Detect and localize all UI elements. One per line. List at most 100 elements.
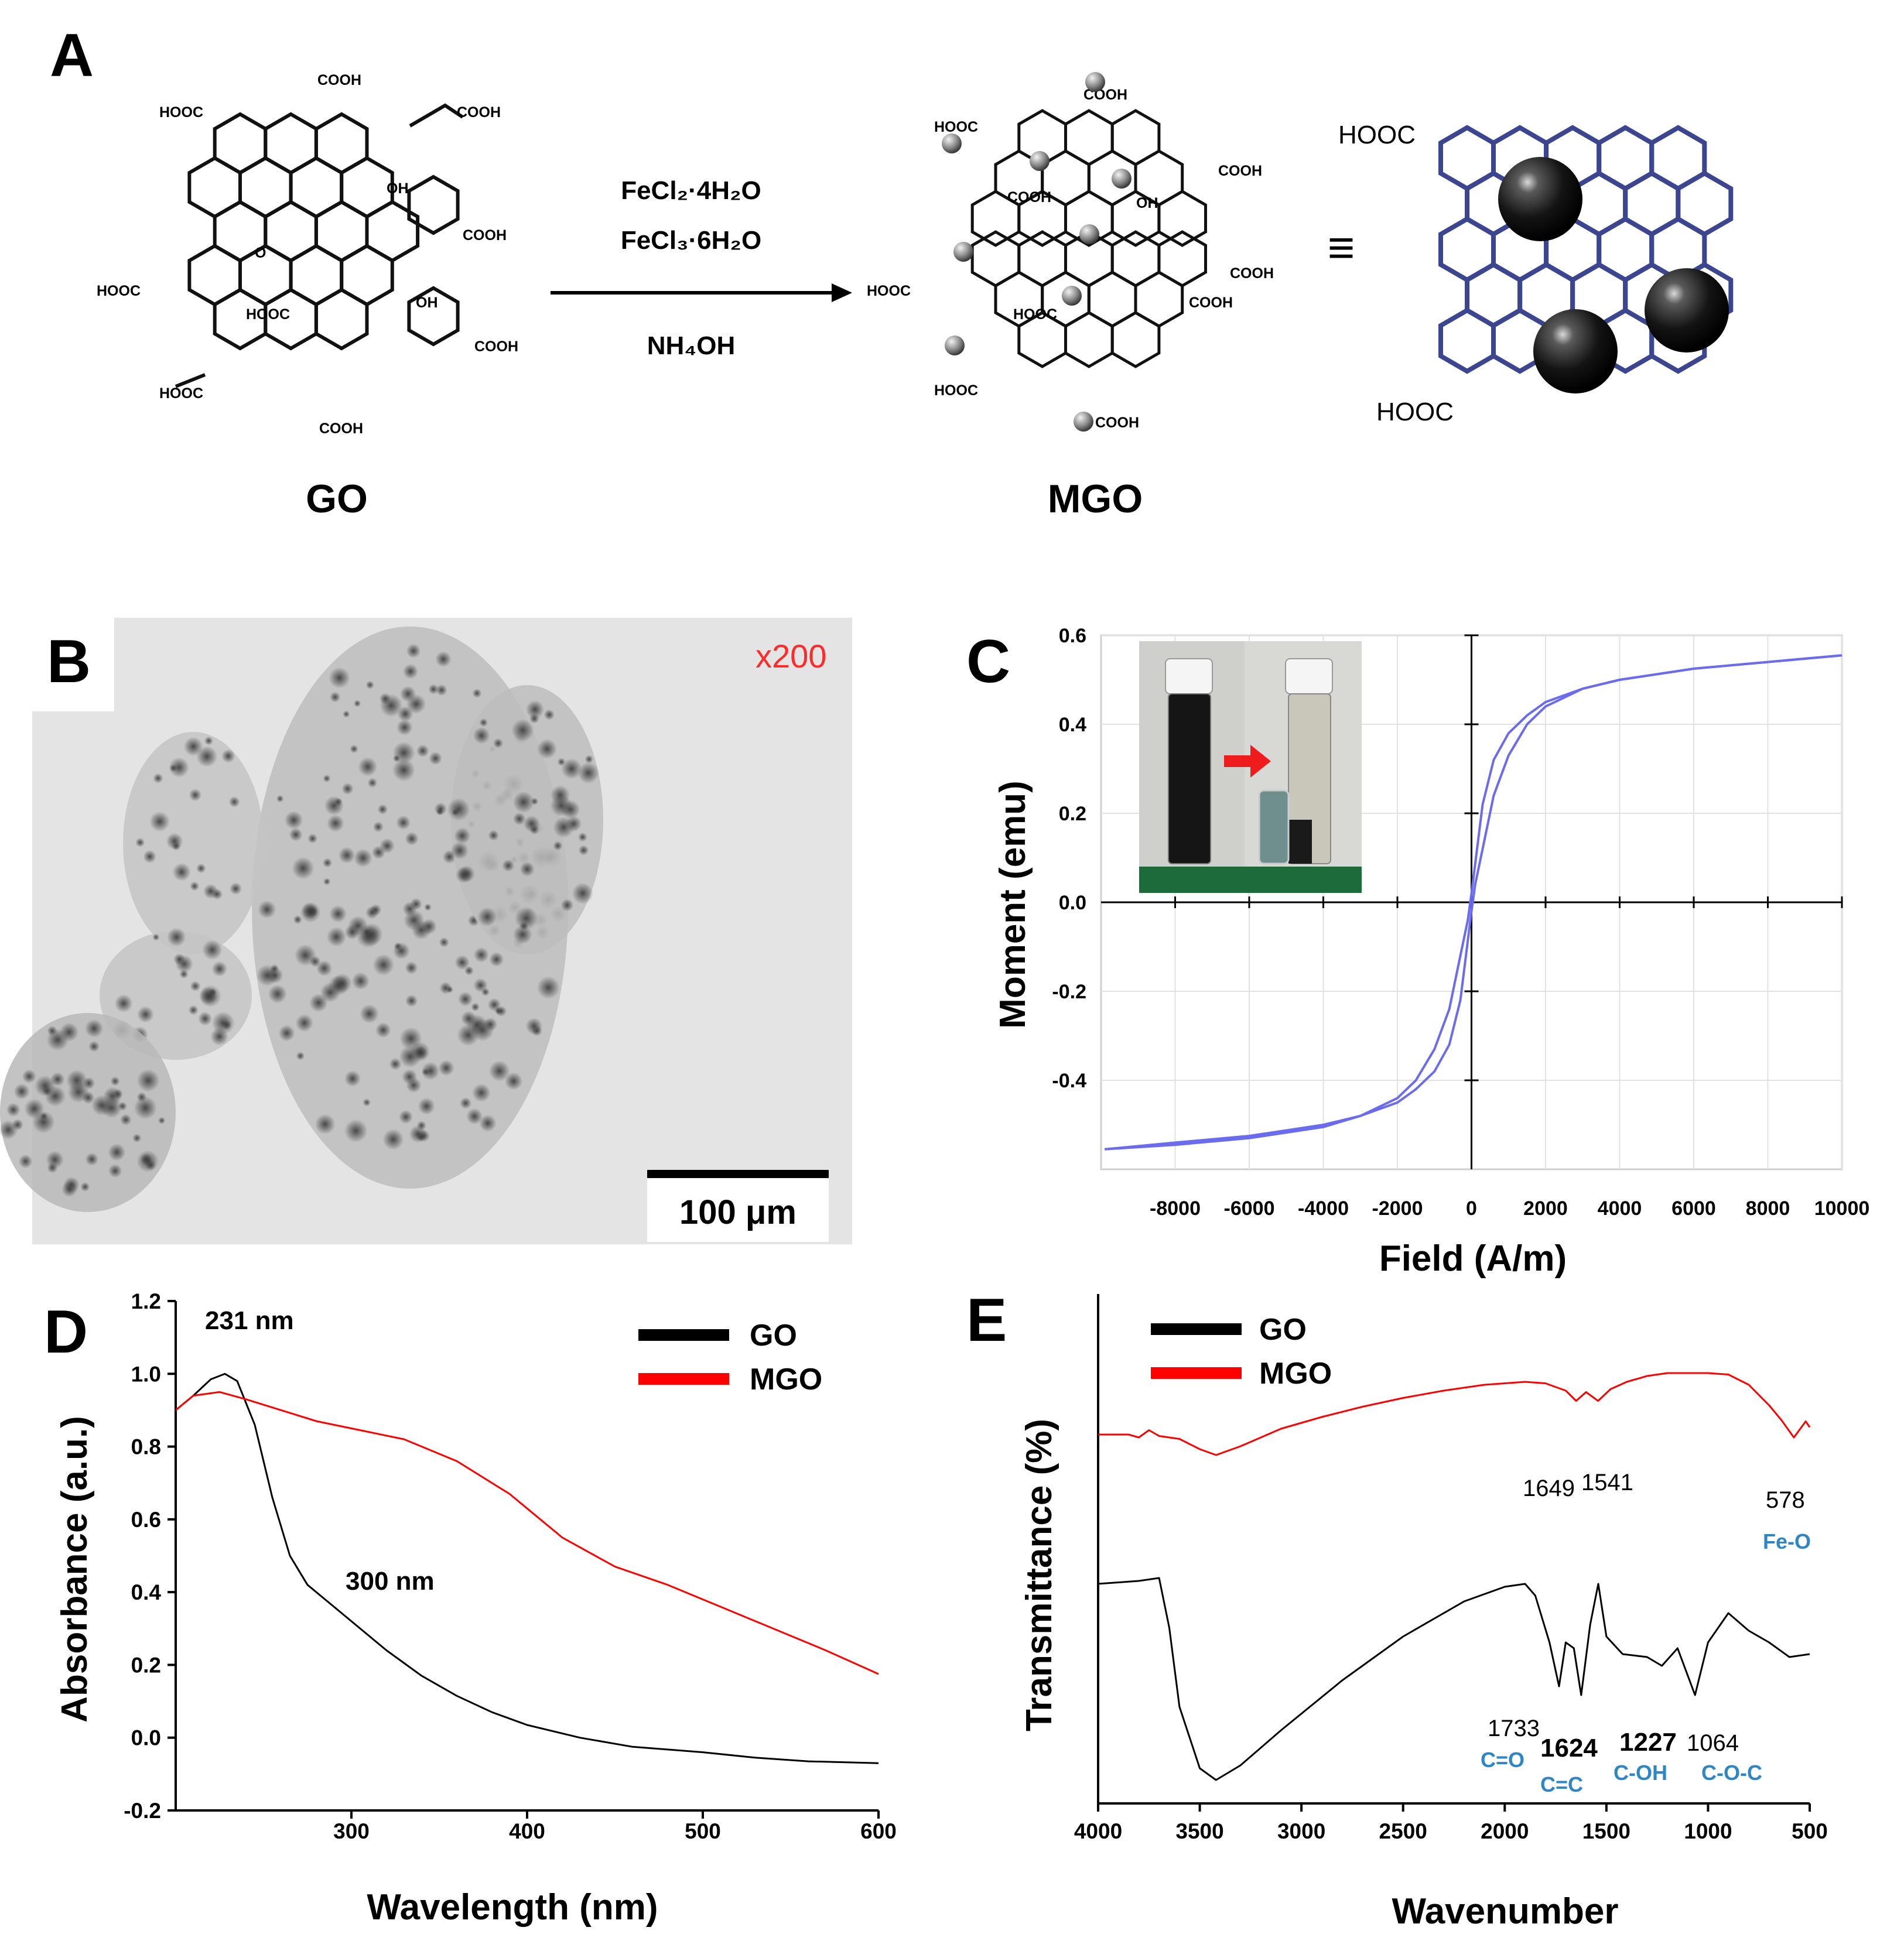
tem-particle [409,1125,427,1143]
tem-particle [494,1007,503,1015]
tem-particle [229,882,242,895]
tem-particle [341,782,354,795]
panel-c: C -8000 -6000 -4000 -2000 0 2000 4000 6000 8000 1… [966,625,1869,1279]
tem-particle [120,1114,132,1126]
tem-particle [189,788,202,802]
spectrum-mgo [175,1391,879,1675]
tem-particle [454,827,471,844]
tem-particle [519,861,535,877]
tem-particle [152,933,160,941]
go-group-oh: OH [416,295,438,311]
tem-particle [276,795,284,803]
panel-e: E 4000 3500 3000 2500 2000 1500 1000 500 GOMGO … [966,1286,1828,1932]
tem-particle [320,982,340,1003]
vial-cap-right [1285,658,1333,694]
scale-bar-box [647,1174,829,1242]
tem-particle [302,903,318,919]
x-tick-label: 4000 [1598,1197,1642,1220]
nanoparticle-dot [942,134,962,153]
tem-particle [344,1070,361,1087]
tem-particle [405,961,418,974]
tem-particle [211,961,227,977]
mgo-label: MGO [1048,477,1143,521]
tem-particle [396,815,411,830]
tem-particle [329,667,350,689]
tem-particle [268,984,287,1004]
go-bond [175,373,206,388]
tem-particle [103,1087,122,1105]
tem-particles [0,627,603,1212]
legend-label-go: GO [1259,1313,1307,1347]
tem-particle [6,1103,20,1117]
mgo-ring [1110,311,1161,368]
y-tick-label: 0.2 [131,1653,161,1677]
lattice-nanoparticles [1498,157,1729,393]
tem-particle [344,1119,368,1143]
tem-particle [457,1024,480,1046]
tem-particle [46,1029,69,1051]
tem-particle [458,991,473,1007]
tem-particle [196,745,218,768]
tem-particle [110,1076,120,1086]
ftir-spectrum-mgo [1098,1372,1811,1456]
panel-e-legend: GO MGO [1151,1313,1332,1391]
tem-particle [424,903,432,911]
tem-particle [514,906,538,930]
y-tick-label: -0.2 [124,1799,161,1823]
nanoparticle-dot [1074,412,1093,432]
tem-particle [173,953,186,966]
panel-b: B x200 100 μm [0,618,852,1244]
tem-particle [149,811,170,832]
tem-particle [188,1005,199,1015]
tem-particle [196,863,206,874]
tem-particle [47,1162,58,1173]
go-group-hooc-mid: HOOC [97,283,141,299]
tem-particle [399,1110,413,1124]
tem-particle [365,680,374,690]
tem-particle [436,684,447,696]
tem-particle [12,1119,23,1131]
tem-particle [406,643,421,658]
spectrum-go [175,1372,879,1764]
tem-particle [372,821,384,833]
go-group-o: O [255,245,266,261]
mgo-group-cooh-inner2: COOH [1189,295,1233,311]
go-group-hooc-left: HOOC [159,104,203,121]
peak-assignment: C=C [1540,1772,1583,1796]
tem-particle [315,1114,336,1135]
tem-particle [63,1176,80,1193]
nanoparticle-dot [1030,151,1050,171]
x-tick-label: 3500 [1175,1819,1223,1843]
tem-particle [411,920,431,940]
mgo-group-cooh-bottom: COOH [1095,415,1139,431]
tem-particle [416,744,429,758]
tem-particle [435,651,452,668]
tem-particle [316,960,333,977]
legend-label-mgo: MGO [750,1363,822,1396]
peak-assignment: C-OH [1614,1761,1667,1785]
nanoparticle-sphere [1645,268,1729,352]
vial-dark-suspension [1168,693,1211,864]
tem-particle [380,694,403,717]
x-tick-label: -2000 [1372,1197,1423,1220]
tem-particle [295,1014,313,1032]
tem-particle [418,1097,435,1115]
tem-particle [258,900,276,919]
tem-particle [136,1069,160,1092]
tem-particle [450,841,469,860]
panel-d-axes: 300 400 500 600 -0.2 0.0 0.2 0.4 0.6 0.8 1.0 1.2 [124,1289,897,1843]
peak-label: 1733 [1488,1716,1540,1741]
y-tick-label: 0.0 [131,1726,161,1750]
tem-particle [363,1098,371,1107]
tem-particle [204,736,213,745]
x-tick-label: -4000 [1298,1197,1349,1220]
peak-assignment: C=O [1481,1748,1524,1772]
tem-particle [402,663,418,679]
tem-particle [561,758,582,779]
tem-particle [190,981,201,992]
magnification-label: x200 [756,638,826,675]
go-ring [314,287,369,351]
mgo-ring [1064,311,1114,368]
tem-particle [294,944,316,966]
reaction-arrow-head [832,283,852,302]
